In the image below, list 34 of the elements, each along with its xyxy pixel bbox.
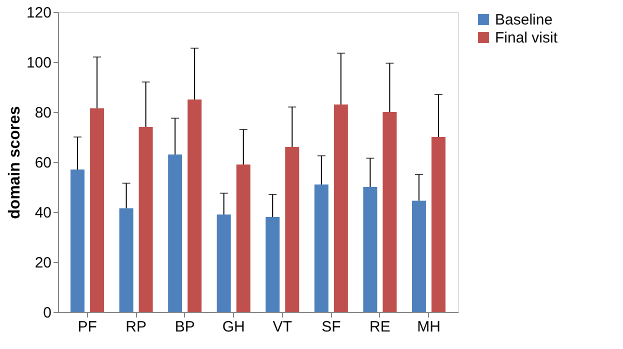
x-tick-label: VT: [272, 318, 292, 336]
x-tick-label: BP: [174, 318, 195, 336]
bar: [412, 200, 426, 312]
x-tick-label: SF: [322, 318, 341, 336]
bar: [168, 154, 182, 312]
bar: [70, 170, 85, 312]
legend-label: Baseline: [495, 12, 553, 28]
bar: [334, 104, 348, 312]
x-tick-label: PF: [78, 318, 97, 336]
bar: [216, 214, 231, 312]
bar: [188, 100, 202, 312]
bar: [285, 147, 300, 312]
bar: [314, 184, 328, 312]
bar: [266, 217, 280, 312]
y-tick-label: 120: [26, 4, 52, 22]
bar: [382, 112, 397, 312]
x-tick-label: GH: [222, 318, 245, 336]
bar: [119, 208, 134, 312]
x-tick-label: RP: [126, 318, 146, 336]
y-axis-title: domain scores: [6, 106, 24, 219]
y-tick-label: 40: [34, 204, 52, 222]
bar: [90, 108, 104, 312]
bar: [236, 164, 250, 312]
y-tick-label: 20: [34, 254, 52, 272]
bar: [363, 187, 378, 312]
legend-label: Final visit: [495, 30, 558, 46]
y-tick-label: 100: [26, 54, 52, 72]
x-tick-label: RE: [370, 318, 390, 336]
y-tick-label: 80: [34, 104, 52, 122]
bar: [431, 137, 446, 312]
y-tick-label: 60: [34, 154, 52, 172]
x-tick-label: MH: [417, 318, 440, 336]
bar: [138, 127, 153, 312]
y-tick-label: 0: [43, 304, 52, 322]
